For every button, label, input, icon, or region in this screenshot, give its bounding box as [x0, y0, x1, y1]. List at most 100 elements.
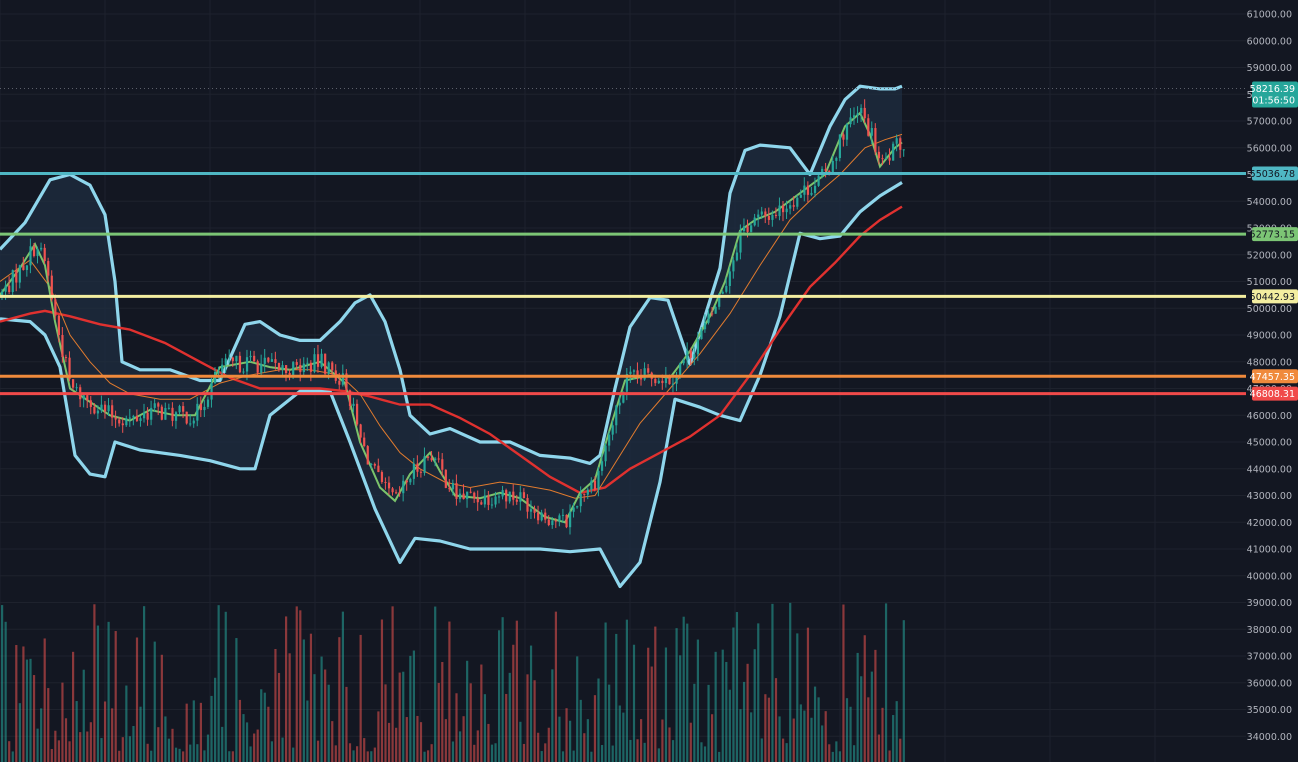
candle-body — [845, 124, 849, 140]
candle-body — [231, 357, 234, 362]
horizontal-levels[interactable] — [0, 87, 1246, 396]
volume-bar — [828, 744, 831, 762]
candle-body — [1, 291, 4, 295]
candle-body — [668, 375, 671, 385]
volume-bar — [231, 751, 234, 762]
volume-bar — [537, 732, 540, 762]
volume-bar — [206, 734, 210, 762]
price-axis[interactable]: 34000.00 35000.00 36000.00 37000.00 38000.00… — [1247, 10, 1292, 743]
candle-body — [842, 134, 845, 140]
candle-body — [302, 363, 305, 373]
candle-body — [68, 357, 71, 380]
volume-bar — [306, 700, 309, 762]
volume-bar — [650, 666, 653, 762]
volume-bar — [586, 719, 589, 762]
volume-bar — [341, 611, 344, 762]
candle-body — [256, 361, 259, 373]
candle-body — [352, 403, 355, 406]
volume-bar — [224, 611, 227, 762]
candle-body — [750, 225, 753, 232]
candle-body — [533, 509, 536, 513]
y-tick-label: 41000.00 — [1247, 545, 1292, 556]
candle-body — [632, 370, 636, 372]
candle-body — [224, 358, 227, 365]
volume-bar — [409, 655, 412, 762]
candle-body — [285, 365, 288, 374]
volume-bar — [437, 682, 440, 762]
candle-body — [398, 492, 401, 494]
candle-body — [863, 107, 866, 119]
candle-body — [36, 249, 39, 257]
candle-body — [473, 492, 476, 499]
volume-bar — [72, 651, 75, 762]
candle-body — [228, 357, 231, 359]
volume-bar — [796, 633, 799, 762]
y-tick-label: 38000.00 — [1247, 625, 1292, 636]
volume-bar — [671, 740, 675, 762]
candle-body — [671, 383, 675, 385]
volume-bar — [167, 738, 171, 762]
volume-bar — [714, 651, 717, 762]
candle-body — [292, 362, 295, 378]
candle-body — [764, 211, 767, 217]
candle-body — [643, 368, 646, 380]
candle-body — [522, 492, 526, 498]
candle-body — [611, 425, 614, 435]
volume-bar — [579, 699, 582, 762]
volume-bar — [647, 647, 650, 762]
y-tick-label: 42000.00 — [1247, 518, 1292, 529]
volume-bars — [1, 602, 905, 762]
candle-body — [647, 368, 650, 373]
volume-bar — [480, 664, 483, 762]
candle-body — [32, 246, 36, 257]
volume-bar — [64, 718, 68, 762]
volume-bar — [551, 669, 554, 762]
candle-body — [359, 424, 362, 438]
candle-body — [785, 208, 788, 213]
volume-bar — [50, 749, 53, 762]
candle-body — [803, 185, 806, 195]
candle-body — [487, 495, 490, 505]
candle-body — [721, 291, 724, 294]
volume-bar — [430, 744, 433, 762]
volume-bar — [150, 750, 153, 762]
candle-body — [324, 353, 327, 374]
candle-body — [11, 270, 14, 293]
level-tag — [1252, 386, 1298, 401]
volume-bar — [15, 645, 18, 762]
candle-body — [661, 380, 664, 384]
candle-body — [817, 175, 820, 186]
candle-body — [235, 355, 238, 362]
candle-body — [434, 458, 437, 461]
candle-body — [182, 406, 185, 412]
candle-body — [899, 138, 902, 150]
y-tick-label: 60000.00 — [1247, 36, 1292, 47]
candle-body — [47, 261, 50, 276]
volume-bar — [228, 751, 231, 762]
volume-bar — [682, 616, 685, 762]
volume-bar — [888, 750, 891, 762]
volume-bar — [668, 727, 671, 762]
volume-bar — [36, 728, 39, 762]
candle-body — [696, 338, 699, 355]
candle-body — [664, 375, 668, 384]
candle-body — [870, 128, 873, 136]
candle-body — [448, 487, 451, 490]
y-tick-label: 54000.00 — [1247, 197, 1292, 208]
candle-body — [569, 511, 572, 528]
candle-body — [192, 420, 195, 424]
volume-bar — [899, 738, 902, 762]
candle-body — [25, 265, 29, 270]
volume-bar — [260, 689, 263, 762]
candle-body — [877, 151, 881, 159]
volume-bar — [778, 716, 781, 762]
candle-body — [501, 490, 504, 497]
volume-bar — [125, 685, 128, 762]
volume-bar — [739, 709, 742, 762]
candle-body — [348, 390, 352, 406]
candle-body — [402, 480, 405, 494]
candle-body — [132, 415, 135, 418]
candle-body — [245, 357, 249, 372]
